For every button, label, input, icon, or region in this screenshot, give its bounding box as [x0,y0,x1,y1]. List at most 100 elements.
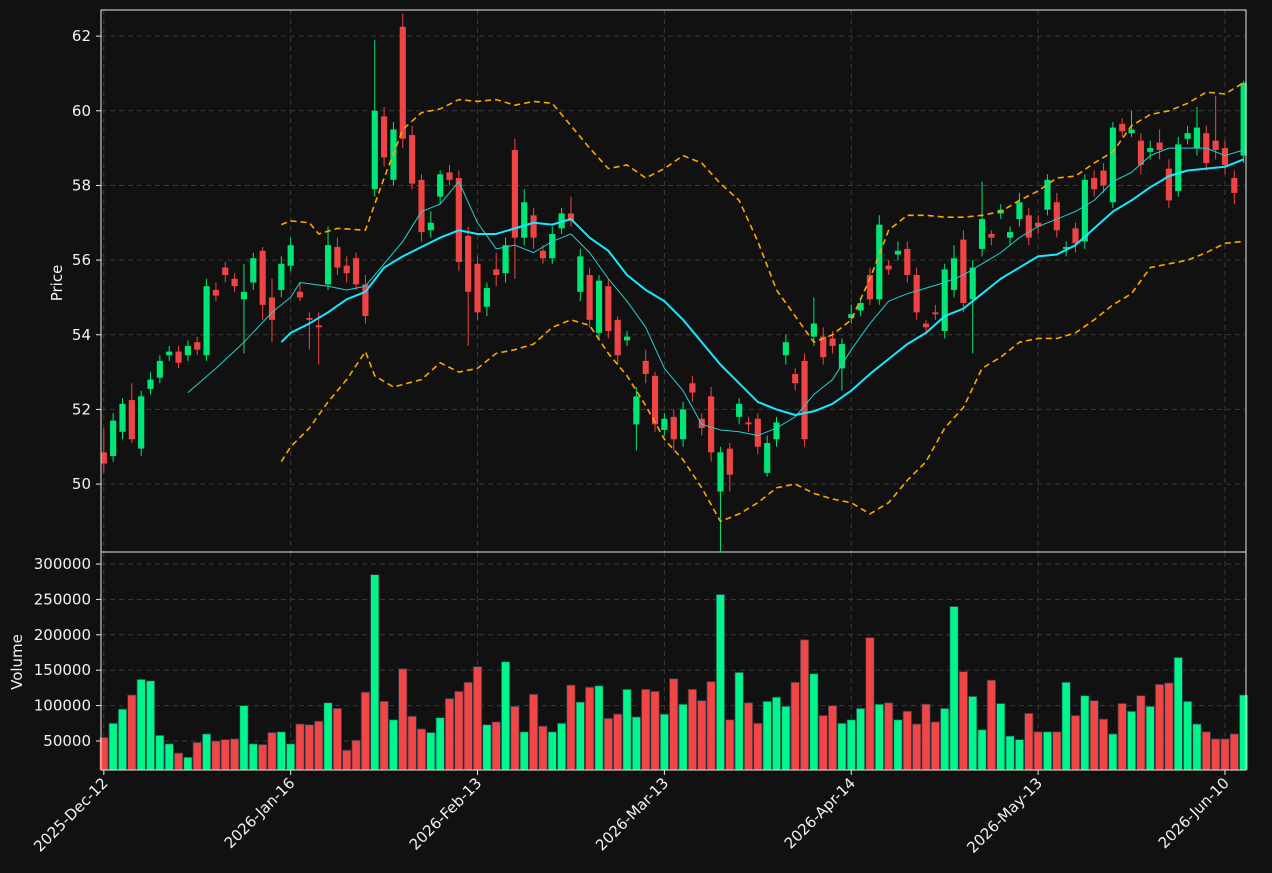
volume-bar [912,723,922,771]
candle-body [418,179,425,233]
candle-body [679,409,687,440]
price-panel [101,10,1246,552]
volume-bar [921,703,931,771]
x-tick-label: 2026-Jun-10 [1155,774,1233,852]
volume-bar [230,738,240,771]
volume-bar [799,639,810,771]
candle-body [876,224,883,300]
volume-bar [697,700,707,771]
candle-body [231,278,238,287]
volume-bar [1183,700,1193,771]
candle-body [1025,215,1032,238]
volume-bar [164,743,174,771]
volume-bar [575,701,585,771]
volume-bar [370,574,380,771]
candle-body [848,314,855,318]
volume-bar [650,691,660,771]
volume-bar [557,722,567,771]
volume-bar [1108,733,1118,771]
volume-bar [743,702,754,771]
candle-body [1119,123,1126,132]
candle-body [885,265,892,270]
volume-bar [398,668,408,771]
volume-bar [155,734,165,771]
candle-body [381,116,388,158]
y-tick-label: 62 [72,27,91,45]
volume-bar [884,702,894,771]
volume-bar [678,703,688,771]
overlay-line [280,158,1245,417]
x-tick-label: 2026-Feb-13 [406,774,486,854]
candle-body [222,267,229,276]
candle-body [259,250,266,305]
volume-bar [622,688,632,771]
candle-body [194,342,201,350]
candle-body [595,280,603,333]
candle-body [960,239,967,304]
volume-bar [818,715,828,771]
candle-body [1193,127,1201,149]
volume-bar [940,708,950,771]
volume-bar [482,724,492,771]
volume-bar [809,673,819,771]
candle-body [493,269,500,276]
candle-body [530,215,537,238]
volume-bar [248,743,258,771]
volume-bar [585,686,595,771]
y-tick-label: 56 [72,251,91,269]
volume-bar [1052,731,1062,771]
candle-body [296,291,304,298]
candle-body [726,448,733,475]
volume-bar [930,721,940,771]
candle-body [175,351,182,363]
volume-bar [986,679,997,771]
candle-body [315,325,322,328]
volume-bar [286,743,296,771]
volume-bar [977,729,987,771]
volume-bar [258,744,268,771]
y-tick-label: 52 [72,400,91,418]
volume-bar [1033,731,1043,771]
volume-bar [108,722,118,771]
price-axis-label: Price [48,265,66,302]
candle-body [1072,228,1079,244]
volume-bar [136,679,146,771]
volume-bar [173,752,184,771]
candle-body [932,312,939,315]
candle-body [306,317,313,320]
candle-body [941,269,948,332]
candle-body [502,245,509,274]
candle-body [278,263,285,290]
volume-bar [388,719,399,771]
candle-body [689,383,696,393]
volume-bar [855,708,866,771]
volume-bar [958,671,968,771]
y-tick-label: 60 [72,102,91,120]
volume-bar [407,715,417,771]
volume-bar [837,722,847,771]
candle-body [1081,179,1088,242]
candle-body [1175,144,1182,192]
candle-body [483,288,490,307]
volume-bar [1229,733,1239,771]
volume-bar [127,694,137,771]
candle-body [829,338,836,346]
candle-body [717,452,724,492]
candle-body [1147,148,1154,152]
candle-body [362,284,369,317]
volume-bar [781,705,791,771]
candle-body [773,422,780,440]
volume-bar [1126,710,1137,771]
volume-bar [1042,731,1053,771]
volume-bar [1117,703,1127,771]
volume-bar [1211,738,1221,771]
volume-bar [1239,694,1249,771]
x-tick-label: 2026-May-13 [963,774,1046,857]
volume-bar [790,681,800,771]
overlay-line [280,240,1244,523]
volume-bar [996,703,1006,771]
volume-bar [454,691,464,771]
candle-body [250,258,257,283]
volume-bar [435,717,445,771]
volume-axis-label: Volume [8,634,26,690]
